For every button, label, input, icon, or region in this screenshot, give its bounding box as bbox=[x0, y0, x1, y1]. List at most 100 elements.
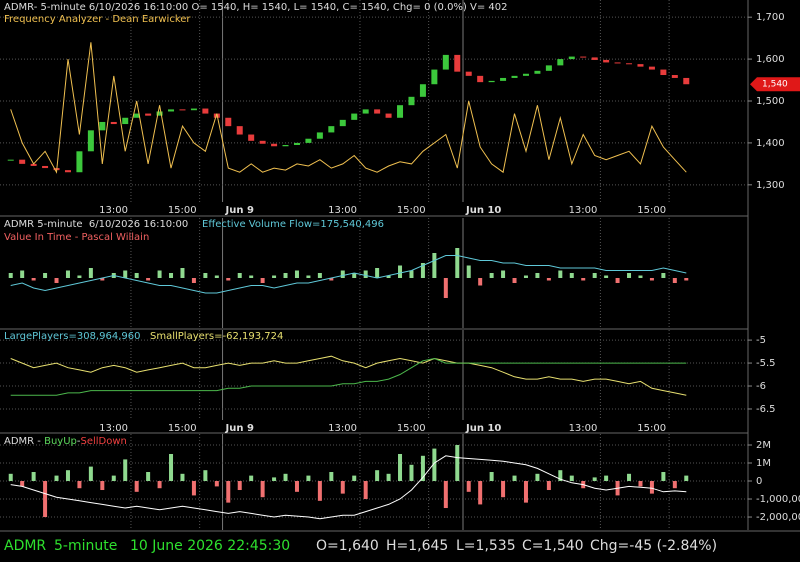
legend-entry: SellDown bbox=[81, 436, 127, 447]
bar bbox=[226, 481, 231, 503]
y-tick-label: 1,500 bbox=[756, 96, 785, 107]
bar bbox=[317, 481, 322, 501]
candle bbox=[522, 73, 529, 76]
bar bbox=[146, 278, 151, 281]
bar bbox=[684, 475, 689, 482]
x-tick-label: 15:00 bbox=[397, 423, 426, 434]
x-day-label: Jun 9 bbox=[225, 205, 254, 216]
candle bbox=[351, 113, 358, 120]
candle bbox=[477, 75, 484, 83]
bar bbox=[432, 253, 437, 278]
bar bbox=[443, 481, 448, 509]
candle bbox=[7, 159, 14, 161]
candle bbox=[442, 54, 449, 70]
candle bbox=[168, 109, 175, 112]
bar bbox=[535, 473, 540, 482]
panel-title: ADMR - BuyUp-SellDown bbox=[4, 436, 127, 447]
panel-title: ADMR- 5-minute 6/10/2026 16:10:00 O= 154… bbox=[4, 2, 508, 13]
candle bbox=[671, 75, 678, 78]
bar bbox=[489, 273, 494, 278]
candle bbox=[99, 121, 106, 131]
y-tick-label: 1,600 bbox=[756, 54, 785, 65]
bar bbox=[306, 475, 311, 482]
bar bbox=[455, 444, 460, 482]
candle bbox=[202, 108, 209, 114]
bar bbox=[420, 455, 425, 482]
last-price-label: 1,540 bbox=[762, 80, 788, 90]
candle bbox=[190, 108, 197, 111]
candle bbox=[465, 71, 472, 76]
bar bbox=[111, 475, 116, 482]
bar bbox=[420, 263, 425, 278]
candle bbox=[614, 62, 621, 64]
bar bbox=[661, 273, 666, 278]
status-change: Chg=-45 (-2.84%) bbox=[590, 538, 717, 554]
bar bbox=[329, 278, 334, 281]
y-tick-label: 1,700 bbox=[756, 12, 785, 23]
bar bbox=[260, 278, 265, 283]
bar bbox=[340, 270, 345, 278]
bar bbox=[157, 481, 162, 489]
x-tick-label: 13:00 bbox=[569, 205, 598, 216]
bar bbox=[191, 481, 196, 496]
y-tick-label: -6.5 bbox=[756, 404, 776, 415]
candle bbox=[305, 138, 312, 143]
bar bbox=[443, 278, 448, 298]
bar bbox=[237, 481, 242, 491]
bar bbox=[375, 268, 380, 278]
bar bbox=[283, 473, 288, 482]
bar bbox=[501, 270, 506, 278]
bar bbox=[8, 473, 13, 482]
status-interval: 5-minute bbox=[54, 538, 117, 554]
bar bbox=[592, 273, 597, 278]
bar bbox=[77, 481, 82, 489]
bar bbox=[352, 475, 357, 482]
bar bbox=[203, 273, 208, 278]
status-datetime: 10 June 2026 22:45:30 bbox=[130, 538, 290, 554]
x-tick-label: 15:00 bbox=[397, 205, 426, 216]
bar bbox=[684, 278, 689, 281]
panel-title: ADMR 5-minute 6/10/2026 16:10:00 bbox=[4, 219, 188, 230]
candle bbox=[156, 111, 163, 116]
candle bbox=[637, 64, 644, 67]
x-day-label: Jun 10 bbox=[465, 205, 501, 216]
legend-entry: SmallPlayers=-62,193,724 bbox=[150, 331, 283, 342]
candle bbox=[431, 69, 438, 85]
y-tick-label: 2M bbox=[756, 440, 771, 451]
bar bbox=[604, 475, 609, 482]
candle bbox=[500, 77, 507, 81]
candle bbox=[248, 134, 255, 141]
bar bbox=[226, 278, 231, 281]
candle bbox=[145, 113, 152, 116]
bar bbox=[352, 273, 357, 278]
bar bbox=[386, 473, 391, 482]
x-tick-label: 13:00 bbox=[99, 423, 128, 434]
bar bbox=[535, 273, 540, 278]
status-symbol: ADMR bbox=[4, 538, 46, 554]
candle bbox=[534, 70, 541, 74]
bar bbox=[672, 481, 677, 489]
bar bbox=[260, 481, 265, 498]
y-tick-label: 0 bbox=[756, 476, 762, 487]
bar bbox=[672, 278, 677, 283]
candle bbox=[30, 163, 37, 166]
x-tick-label: 13:00 bbox=[328, 205, 357, 216]
y-tick-label: -2,000,000 bbox=[756, 512, 800, 523]
legend-entry: LargePlayers=308,964,960 bbox=[4, 331, 140, 342]
bar bbox=[54, 278, 59, 283]
bar bbox=[65, 270, 70, 278]
bar bbox=[237, 273, 242, 278]
legend-entry: Value In Time - Pascal Willain bbox=[4, 232, 149, 243]
candle bbox=[236, 126, 243, 135]
candle bbox=[259, 140, 266, 144]
x-tick-label: 13:00 bbox=[328, 423, 357, 434]
candle bbox=[316, 132, 323, 139]
bar bbox=[604, 275, 609, 278]
plot-layer: 13:00 15:00 13:00 15:00 13:00 15:00 Jun 9 Jun 1… bbox=[0, 0, 800, 530]
bar bbox=[409, 464, 414, 482]
bar bbox=[363, 270, 368, 278]
bar bbox=[31, 472, 36, 482]
candle bbox=[19, 159, 26, 164]
bar bbox=[123, 270, 128, 278]
bar bbox=[214, 275, 219, 278]
